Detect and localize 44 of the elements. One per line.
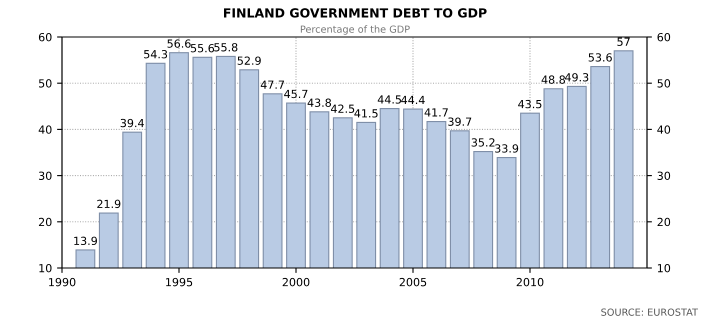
data-label: 35.2: [472, 138, 494, 147]
x-tick-label: 1990: [49, 278, 76, 286]
data-label: 33.9: [495, 144, 518, 153]
data-label: 54.3: [144, 50, 168, 58]
y-tick-label: 10: [39, 264, 52, 272]
data-label: 49.3: [564, 73, 588, 82]
x-tick-label: 2005: [400, 278, 426, 286]
data-label: 44.4: [401, 96, 425, 104]
data-label: 41.7: [424, 108, 448, 116]
data-label: 21.9: [97, 200, 120, 208]
data-label: 53.6: [588, 53, 612, 62]
data-label: 52.9: [238, 56, 261, 65]
data-label: 56.6: [167, 39, 191, 48]
data-label: 39.7: [448, 117, 472, 126]
y-tick-label: 30: [38, 172, 52, 180]
y-tick-label: 50: [38, 79, 52, 88]
y2-tick-label: 20: [658, 218, 670, 226]
y2-tick-label: 60: [658, 32, 670, 42]
chart-subtitle: Percentage of the GDP: [300, 25, 410, 35]
y-tick-label: 20: [38, 218, 52, 226]
data-label: 57: [617, 38, 630, 46]
data-label: 41.5: [354, 109, 378, 118]
data-label: 43.5: [518, 100, 542, 108]
data-label: 48.8: [542, 75, 566, 84]
data-label: 42.5: [330, 104, 354, 113]
data-label: 55.6: [190, 44, 214, 52]
data-label: 47.7: [260, 80, 284, 89]
x-tick-label: 2000: [282, 278, 310, 286]
data-label: 44.5: [378, 95, 401, 104]
y2-tick-label: 30: [658, 172, 670, 180]
chart-title: FINLAND GOVERNMENT DEBT TO GDP: [224, 8, 487, 18]
data-label: 13.9: [74, 236, 97, 246]
y-tick-label: 60: [38, 32, 52, 42]
y-tick-label: 40: [38, 125, 52, 134]
source-note: SOURCE: EUROSTAT: [601, 308, 698, 316]
data-label: 43.8: [308, 98, 332, 107]
x-tick-label: 2010: [516, 278, 544, 286]
data-label: 39.4: [120, 118, 144, 128]
y2-tick-label: 10: [658, 264, 670, 272]
data-label: 45.7: [284, 90, 308, 98]
data-label: 55.8: [214, 43, 238, 52]
y2-tick-label: 50: [658, 79, 670, 88]
x-tick-label: 1995: [166, 278, 192, 286]
y2-tick-label: 40: [657, 125, 670, 134]
